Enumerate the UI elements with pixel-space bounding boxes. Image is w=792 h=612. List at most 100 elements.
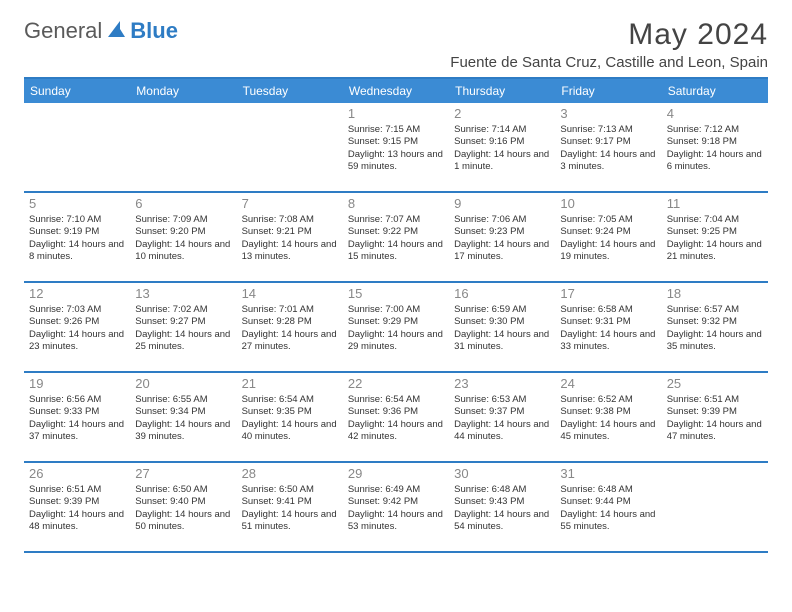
day-info-line: Sunrise: 7:01 AM bbox=[242, 304, 338, 316]
day-header: Wednesday bbox=[343, 79, 449, 103]
day-info-line: Sunset: 9:34 PM bbox=[135, 406, 231, 418]
day-info-line: Sunset: 9:26 PM bbox=[29, 316, 125, 328]
day-info-line: Daylight: 14 hours and 40 minutes. bbox=[242, 419, 338, 444]
day-info-line: Sunset: 9:36 PM bbox=[348, 406, 444, 418]
day-info-line: Sunset: 9:19 PM bbox=[29, 226, 125, 238]
day-cell: 31Sunrise: 6:48 AMSunset: 9:44 PMDayligh… bbox=[555, 463, 661, 551]
day-cell: 29Sunrise: 6:49 AMSunset: 9:42 PMDayligh… bbox=[343, 463, 449, 551]
day-info-line: Daylight: 14 hours and 23 minutes. bbox=[29, 329, 125, 354]
week-row: 19Sunrise: 6:56 AMSunset: 9:33 PMDayligh… bbox=[24, 373, 768, 463]
day-number: 7 bbox=[242, 196, 338, 213]
day-info-line: Sunrise: 6:51 AM bbox=[667, 394, 763, 406]
day-header: Friday bbox=[555, 79, 661, 103]
day-info-line: Sunset: 9:44 PM bbox=[560, 496, 656, 508]
day-info-line: Daylight: 14 hours and 1 minute. bbox=[454, 149, 550, 174]
day-info-line: Daylight: 14 hours and 39 minutes. bbox=[135, 419, 231, 444]
day-info-line: Sunset: 9:39 PM bbox=[667, 406, 763, 418]
day-number: 13 bbox=[135, 286, 231, 303]
day-number: 31 bbox=[560, 466, 656, 483]
day-info-line: Daylight: 14 hours and 29 minutes. bbox=[348, 329, 444, 354]
day-info-line: Sunset: 9:38 PM bbox=[560, 406, 656, 418]
day-info-line: Sunrise: 6:56 AM bbox=[29, 394, 125, 406]
day-info-line: Sunset: 9:21 PM bbox=[242, 226, 338, 238]
day-info-line: Sunrise: 7:06 AM bbox=[454, 214, 550, 226]
day-info-line: Daylight: 14 hours and 51 minutes. bbox=[242, 509, 338, 534]
day-info-line: Sunrise: 7:00 AM bbox=[348, 304, 444, 316]
day-info-line: Sunrise: 6:48 AM bbox=[454, 484, 550, 496]
day-number: 12 bbox=[29, 286, 125, 303]
day-cell bbox=[130, 103, 236, 191]
day-info-line: Daylight: 14 hours and 8 minutes. bbox=[29, 239, 125, 264]
day-info-line: Sunset: 9:29 PM bbox=[348, 316, 444, 328]
day-cell: 4Sunrise: 7:12 AMSunset: 9:18 PMDaylight… bbox=[662, 103, 768, 191]
day-info-line: Sunrise: 6:52 AM bbox=[560, 394, 656, 406]
day-info-line: Sunrise: 7:04 AM bbox=[667, 214, 763, 226]
day-info-line: Sunset: 9:42 PM bbox=[348, 496, 444, 508]
day-info-line: Sunrise: 6:55 AM bbox=[135, 394, 231, 406]
day-cell: 25Sunrise: 6:51 AMSunset: 9:39 PMDayligh… bbox=[662, 373, 768, 461]
day-info-line: Sunset: 9:40 PM bbox=[135, 496, 231, 508]
day-cell: 16Sunrise: 6:59 AMSunset: 9:30 PMDayligh… bbox=[449, 283, 555, 371]
day-info-line: Sunset: 9:32 PM bbox=[667, 316, 763, 328]
day-number: 21 bbox=[242, 376, 338, 393]
day-info-line: Sunrise: 6:49 AM bbox=[348, 484, 444, 496]
week-row: 5Sunrise: 7:10 AMSunset: 9:19 PMDaylight… bbox=[24, 193, 768, 283]
day-cell: 6Sunrise: 7:09 AMSunset: 9:20 PMDaylight… bbox=[130, 193, 236, 281]
day-info-line: Daylight: 14 hours and 47 minutes. bbox=[667, 419, 763, 444]
day-cell: 15Sunrise: 7:00 AMSunset: 9:29 PMDayligh… bbox=[343, 283, 449, 371]
day-number: 27 bbox=[135, 466, 231, 483]
day-info-line: Daylight: 13 hours and 59 minutes. bbox=[348, 149, 444, 174]
day-cell bbox=[24, 103, 130, 191]
day-number: 19 bbox=[29, 376, 125, 393]
day-cell: 23Sunrise: 6:53 AMSunset: 9:37 PMDayligh… bbox=[449, 373, 555, 461]
day-cell: 17Sunrise: 6:58 AMSunset: 9:31 PMDayligh… bbox=[555, 283, 661, 371]
week-row: 1Sunrise: 7:15 AMSunset: 9:15 PMDaylight… bbox=[24, 103, 768, 193]
day-cell: 5Sunrise: 7:10 AMSunset: 9:19 PMDaylight… bbox=[24, 193, 130, 281]
day-header-row: SundayMondayTuesdayWednesdayThursdayFrid… bbox=[24, 79, 768, 103]
calendar: SundayMondayTuesdayWednesdayThursdayFrid… bbox=[24, 77, 768, 553]
day-info-line: Sunrise: 7:09 AM bbox=[135, 214, 231, 226]
day-info-line: Sunrise: 7:14 AM bbox=[454, 124, 550, 136]
day-number: 25 bbox=[667, 376, 763, 393]
day-info-line: Daylight: 14 hours and 25 minutes. bbox=[135, 329, 231, 354]
day-number: 5 bbox=[29, 196, 125, 213]
day-number: 3 bbox=[560, 106, 656, 123]
title-block: May 2024 Fuente de Santa Cruz, Castille … bbox=[450, 18, 768, 71]
day-info-line: Daylight: 14 hours and 35 minutes. bbox=[667, 329, 763, 354]
day-number: 11 bbox=[667, 196, 763, 213]
day-number: 1 bbox=[348, 106, 444, 123]
day-info-line: Daylight: 14 hours and 21 minutes. bbox=[667, 239, 763, 264]
day-info-line: Sunset: 9:23 PM bbox=[454, 226, 550, 238]
day-info-line: Sunset: 9:28 PM bbox=[242, 316, 338, 328]
day-cell: 28Sunrise: 6:50 AMSunset: 9:41 PMDayligh… bbox=[237, 463, 343, 551]
day-info-line: Sunset: 9:41 PM bbox=[242, 496, 338, 508]
day-cell: 11Sunrise: 7:04 AMSunset: 9:25 PMDayligh… bbox=[662, 193, 768, 281]
day-cell: 24Sunrise: 6:52 AMSunset: 9:38 PMDayligh… bbox=[555, 373, 661, 461]
day-header: Tuesday bbox=[237, 79, 343, 103]
day-number: 2 bbox=[454, 106, 550, 123]
day-info-line: Sunset: 9:27 PM bbox=[135, 316, 231, 328]
day-cell: 8Sunrise: 7:07 AMSunset: 9:22 PMDaylight… bbox=[343, 193, 449, 281]
logo-text-general: General bbox=[24, 18, 102, 44]
day-cell: 19Sunrise: 6:56 AMSunset: 9:33 PMDayligh… bbox=[24, 373, 130, 461]
day-number: 22 bbox=[348, 376, 444, 393]
day-info-line: Daylight: 14 hours and 33 minutes. bbox=[560, 329, 656, 354]
day-info-line: Sunset: 9:16 PM bbox=[454, 136, 550, 148]
day-number: 28 bbox=[242, 466, 338, 483]
logo: General Blue bbox=[24, 18, 178, 44]
day-number: 29 bbox=[348, 466, 444, 483]
day-info-line: Sunrise: 6:48 AM bbox=[560, 484, 656, 496]
day-cell: 2Sunrise: 7:14 AMSunset: 9:16 PMDaylight… bbox=[449, 103, 555, 191]
day-info-line: Daylight: 14 hours and 19 minutes. bbox=[560, 239, 656, 264]
day-info-line: Sunset: 9:43 PM bbox=[454, 496, 550, 508]
day-info-line: Daylight: 14 hours and 10 minutes. bbox=[135, 239, 231, 264]
day-info-line: Daylight: 14 hours and 31 minutes. bbox=[454, 329, 550, 354]
day-info-line: Sunset: 9:30 PM bbox=[454, 316, 550, 328]
day-info-line: Sunrise: 6:54 AM bbox=[242, 394, 338, 406]
day-info-line: Sunset: 9:17 PM bbox=[560, 136, 656, 148]
day-info-line: Daylight: 14 hours and 48 minutes. bbox=[29, 509, 125, 534]
day-cell: 3Sunrise: 7:13 AMSunset: 9:17 PMDaylight… bbox=[555, 103, 661, 191]
day-number: 17 bbox=[560, 286, 656, 303]
day-info-line: Sunrise: 7:02 AM bbox=[135, 304, 231, 316]
day-cell: 1Sunrise: 7:15 AMSunset: 9:15 PMDaylight… bbox=[343, 103, 449, 191]
